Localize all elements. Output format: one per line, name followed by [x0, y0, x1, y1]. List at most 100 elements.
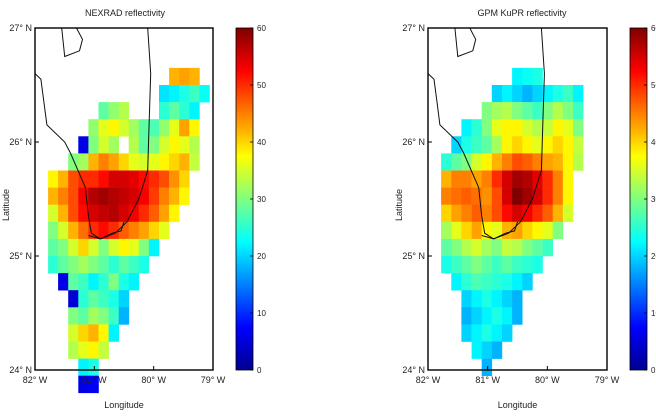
colorbar-tick-label: 0: [257, 366, 262, 375]
reflectivity-cell: [552, 119, 564, 137]
reflectivity-cell: [148, 187, 160, 205]
reflectivity-cell: [118, 238, 130, 257]
colorbar-tick-label: 0: [651, 366, 656, 375]
reflectivity-cell: [48, 221, 59, 240]
reflectivity-cell: [532, 102, 543, 120]
reflectivity-cell: [532, 238, 543, 257]
reflectivity-cell: [502, 238, 513, 257]
reflectivity-cell: [108, 238, 119, 257]
reflectivity-cell: [562, 85, 574, 103]
reflectivity-cell: [461, 307, 472, 325]
coastline-path: [34, 73, 48, 125]
x-tick-label: 79° W: [201, 375, 226, 385]
reflectivity-cell: [512, 67, 523, 86]
reflectivity-cell: [502, 119, 513, 137]
reflectivity-cell: [148, 119, 160, 137]
reflectivity-cell: [481, 119, 493, 137]
reflectivity-cell: [512, 256, 523, 274]
reflectivity-cell: [471, 221, 482, 240]
reflectivity-cell: [491, 119, 503, 137]
reflectivity-cell: [128, 273, 140, 291]
reflectivity-cell: [138, 221, 150, 240]
reflectivity-cell: [189, 153, 200, 171]
reflectivity-cell: [169, 102, 180, 120]
reflectivity-cell: [78, 358, 89, 376]
reflectivity-cell: [98, 273, 109, 291]
reflectivity-cell: [562, 102, 574, 120]
reflectivity-cell: [78, 341, 89, 359]
reflectivity-cell: [98, 204, 109, 223]
gpm-panel: GPM KuPR reflectivity 82° W 81° W 80° W 79°…: [394, 8, 656, 410]
reflectivity-cell: [189, 67, 200, 86]
colorbar-tick-label: 40: [651, 138, 656, 147]
reflectivity-cell: [159, 119, 170, 137]
reflectivity-cell: [78, 256, 89, 274]
reflectivity-cell: [552, 102, 564, 120]
reflectivity-cell: [562, 119, 574, 137]
reflectivity-cell: [128, 238, 140, 257]
reflectivity-cell: [189, 119, 200, 137]
reflectivity-cell: [491, 187, 503, 205]
reflectivity-cell: [532, 187, 543, 205]
reflectivity-cell: [108, 187, 119, 205]
reflectivity-cell: [522, 102, 533, 120]
reflectivity-cell: [128, 136, 140, 154]
reflectivity-cell: [481, 170, 493, 188]
reflectivity-cell: [148, 170, 160, 188]
colorbar-tick-label: 50: [257, 81, 266, 90]
reflectivity-cell: [159, 204, 170, 223]
x-tick-label: 79° W: [595, 375, 620, 385]
reflectivity-cell: [179, 153, 190, 171]
reflectivity-cell: [148, 204, 160, 223]
reflectivity-cell: [552, 85, 564, 103]
reflectivity-cell: [108, 290, 119, 308]
reflectivity-cell: [491, 221, 503, 240]
reflectivity-cell: [118, 221, 130, 240]
reflectivity-cell: [98, 238, 109, 257]
reflectivity-cell: [68, 204, 79, 223]
reflectivity-cell: [48, 187, 59, 205]
reflectivity-cell: [502, 136, 513, 154]
coastline-path: [439, 27, 545, 240]
reflectivity-cell: [491, 204, 503, 223]
reflectivity-cell: [78, 375, 89, 394]
reflectivity-cell: [471, 238, 482, 257]
reflectivity-cell: [522, 119, 533, 137]
nexrad-cells: [48, 67, 210, 394]
reflectivity-cell: [532, 136, 543, 154]
reflectivity-cell: [179, 119, 190, 137]
reflectivity-cell: [491, 307, 503, 325]
x-tick-label: 81° W: [82, 375, 107, 385]
reflectivity-cell: [522, 153, 533, 171]
reflectivity-cell: [78, 170, 89, 188]
reflectivity-cell: [88, 136, 99, 154]
reflectivity-cell: [481, 136, 493, 154]
reflectivity-cell: [48, 170, 59, 188]
x-tick-label: 81° W: [475, 375, 500, 385]
reflectivity-cell: [199, 85, 210, 103]
reflectivity-cell: [68, 290, 79, 308]
reflectivity-cell: [148, 153, 160, 171]
reflectivity-cell: [481, 273, 493, 291]
reflectivity-cell: [118, 204, 130, 223]
reflectivity-cell: [451, 170, 462, 188]
reflectivity-cell: [451, 256, 462, 274]
nexrad-axes-frame: [34, 27, 214, 371]
reflectivity-cell: [159, 102, 170, 120]
reflectivity-cell: [512, 85, 523, 103]
reflectivity-cell: [68, 238, 79, 257]
reflectivity-cell: [169, 136, 180, 154]
reflectivity-cell: [138, 204, 150, 223]
reflectivity-cell: [562, 170, 574, 188]
reflectivity-cell: [58, 256, 69, 274]
reflectivity-cell: [159, 221, 170, 240]
reflectivity-cell: [48, 256, 59, 274]
reflectivity-cell: [451, 204, 462, 223]
reflectivity-cell: [562, 204, 574, 223]
reflectivity-cell: [451, 187, 462, 205]
reflectivity-cell: [542, 170, 553, 188]
nexrad-colorbar-ticks: 0 10 20 30 40 50 60: [250, 24, 266, 375]
reflectivity-cell: [108, 204, 119, 223]
colorbar-tick-label: 20: [257, 252, 266, 261]
gpm-colorbar-ticks: 0 10 20 30 40 50 60: [644, 24, 656, 375]
